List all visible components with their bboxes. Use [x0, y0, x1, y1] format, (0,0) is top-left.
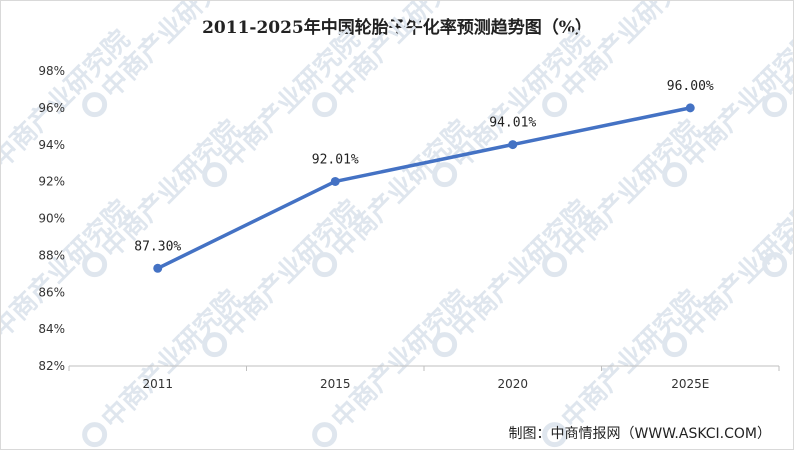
- y-tick-label: 86%: [38, 285, 65, 299]
- watermark: 中商产业研究院: [432, 24, 596, 188]
- y-axis: 82% 84% 86% 88% 90% 92% 94% 96% 98%: [38, 64, 65, 373]
- x-tick-label: 2011: [142, 377, 173, 391]
- data-label: 87.30%: [134, 239, 181, 254]
- watermark: 中商产业研究院: [542, 114, 706, 278]
- watermark-text: 中商产业研究院: [555, 284, 706, 435]
- data-label: 96.00%: [667, 79, 714, 94]
- y-tick-label: 94%: [38, 138, 65, 152]
- watermark-logo-icon: [762, 92, 788, 118]
- watermark: 中商产业研究院: [662, 194, 793, 358]
- y-tick-label: 82%: [38, 359, 65, 373]
- watermark-text: 中商产业研究院: [1, 194, 136, 345]
- watermark-logo-icon: [762, 252, 788, 278]
- y-tick-label: 98%: [38, 64, 65, 78]
- data-label-layer: 87.30% 92.01% 94.01% 96.00%: [134, 79, 714, 254]
- chart-title: 2011-2025年中国轮胎子午化率预测趋势图（%）: [202, 18, 592, 38]
- watermark-logo-icon: [542, 92, 568, 118]
- source-note: 制图：中商情报网（WWW.ASKCI.COM）: [508, 426, 771, 442]
- watermark-text: 中商产业研究院: [675, 194, 793, 345]
- watermark-text: 中商产业研究院: [325, 284, 476, 435]
- watermark-logo-icon: [202, 332, 228, 358]
- watermark-text: 中商产业研究院: [95, 284, 246, 435]
- series-line: [156, 106, 691, 270]
- watermark-logo-icon: [82, 252, 108, 278]
- watermark-text: 中商产业研究院: [215, 194, 366, 345]
- y-tick-label: 88%: [38, 248, 65, 262]
- watermark-text: 中商产业研究院: [445, 194, 596, 345]
- watermark: 中商产业研究院: [312, 114, 476, 278]
- data-point: [153, 263, 163, 273]
- watermark-logo-icon: [312, 252, 338, 278]
- data-label: 94.01%: [489, 116, 536, 131]
- watermark: 中商产业研究院: [432, 194, 596, 358]
- y-tick-label: 96%: [38, 101, 65, 115]
- data-label: 92.01%: [312, 152, 359, 167]
- watermark-text: 中商产业研究院: [555, 114, 706, 265]
- watermark-logo-icon: [312, 422, 338, 448]
- watermark: 中商产业研究院: [1, 194, 136, 345]
- watermark-logo-icon: [432, 162, 458, 188]
- watermark-logo-icon: [662, 332, 688, 358]
- watermark-logo-icon: [82, 92, 108, 118]
- watermark: 中商产业研究院: [82, 284, 246, 448]
- watermark-logo-icon: [432, 332, 458, 358]
- x-tick-label: 2015: [320, 377, 351, 391]
- data-point: [330, 176, 340, 186]
- watermark-logo-icon: [82, 422, 108, 448]
- x-tick-label: 2025E: [671, 377, 709, 391]
- watermark-logo-icon: [312, 92, 338, 118]
- series-layer: [153, 103, 695, 273]
- data-point: [508, 140, 518, 150]
- watermark-text: 中商产业研究院: [325, 114, 476, 265]
- y-tick-label: 84%: [38, 322, 65, 336]
- watermark: 中商产业研究院: [202, 24, 366, 188]
- watermark-logo-icon: [542, 252, 568, 278]
- watermark-logo-icon: [542, 422, 568, 448]
- watermark-logo-icon: [202, 162, 228, 188]
- watermark: 中商产业研究院: [312, 284, 476, 448]
- data-point: [685, 103, 695, 113]
- watermark: 中商产业研究院: [82, 114, 246, 278]
- watermark: 中商产业研究院: [1, 24, 136, 175]
- x-tick-label: 2020: [497, 377, 528, 391]
- watermark-text: 中商产业研究院: [675, 24, 793, 175]
- watermark: 中商产业研究院: [662, 24, 793, 188]
- watermark: 中商产业研究院: [202, 194, 366, 358]
- y-tick-label: 92%: [38, 175, 65, 189]
- watermark-logo-icon: [662, 162, 688, 188]
- x-axis: 2011 2015 2020 2025E: [68, 365, 780, 391]
- y-tick-label: 90%: [38, 212, 65, 226]
